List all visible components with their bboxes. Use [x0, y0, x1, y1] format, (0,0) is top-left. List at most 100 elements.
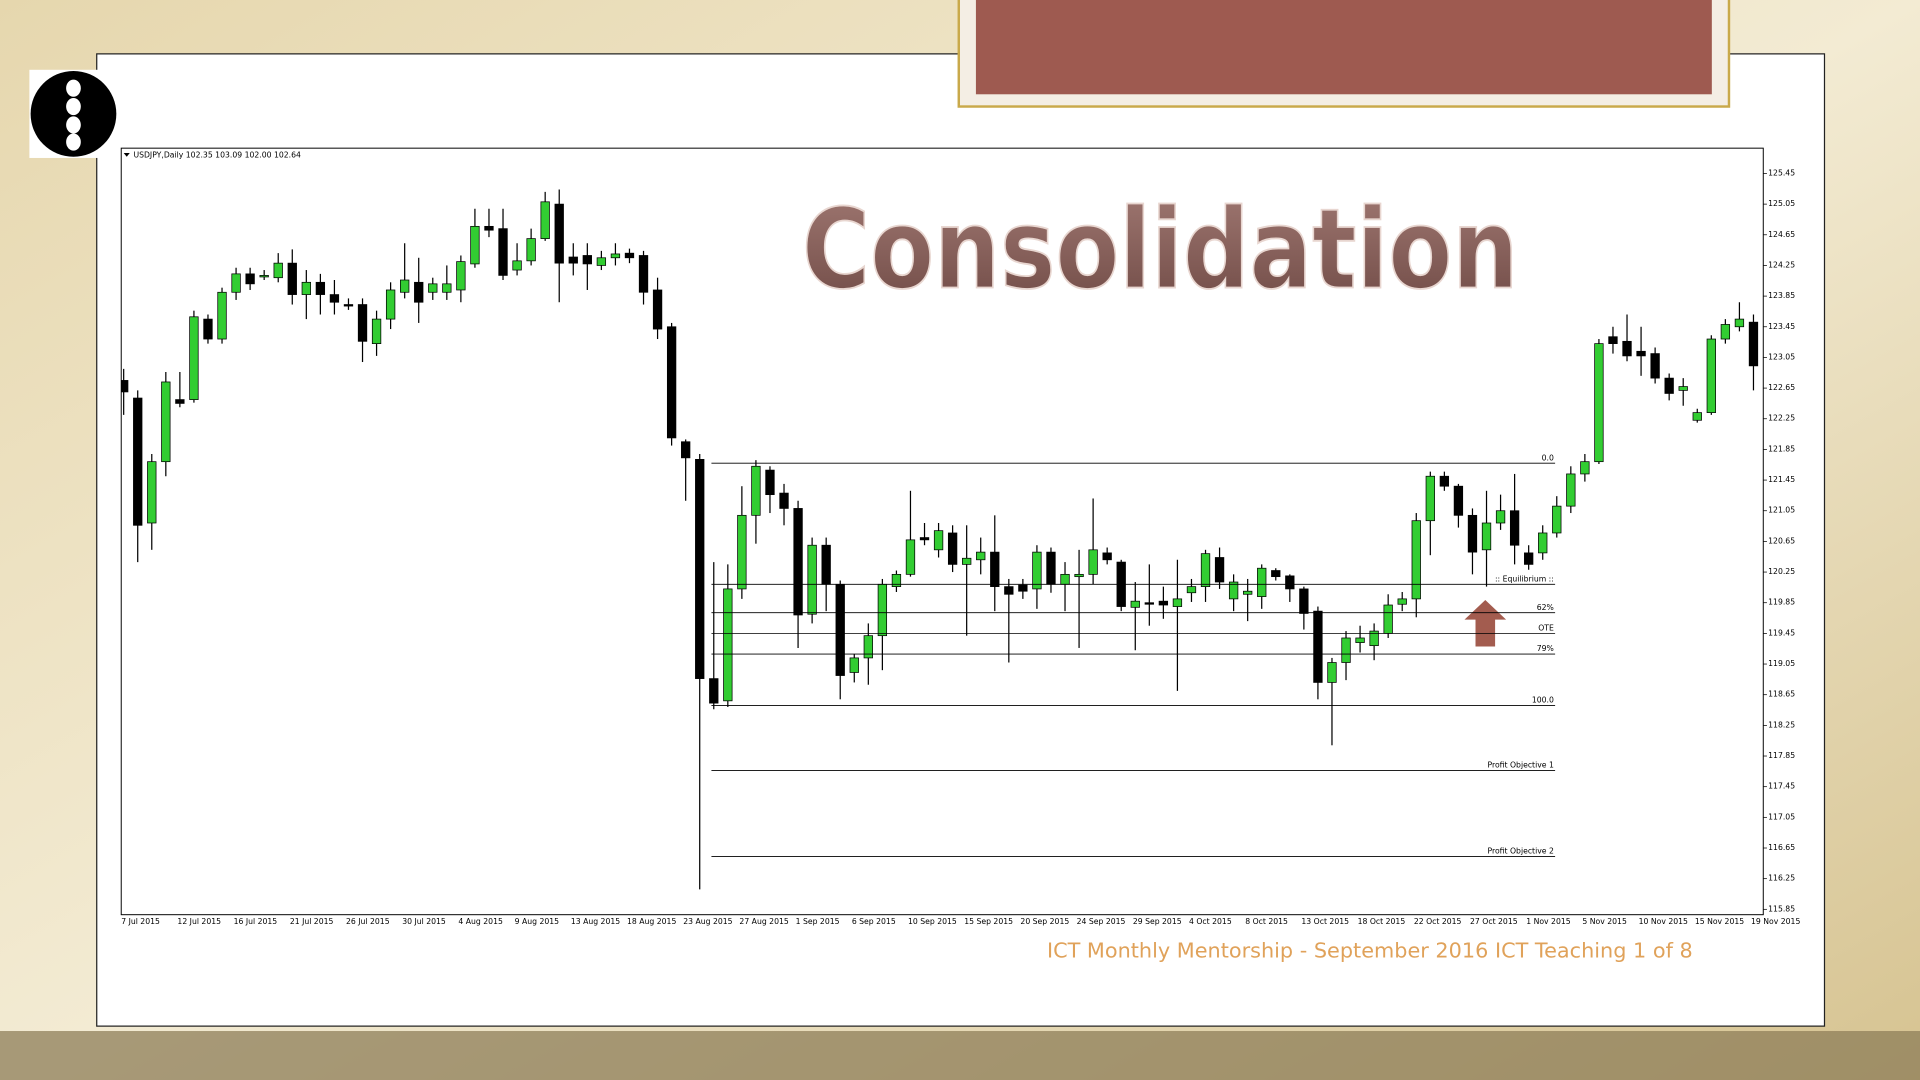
- candle-body: [1538, 532, 1548, 554]
- y-tick-label: 119.45: [1768, 628, 1795, 637]
- candle-body: [1411, 520, 1421, 600]
- x-tick-label: 9 Aug 2015: [515, 917, 560, 926]
- level-label: OTE: [1538, 623, 1554, 632]
- level-label: Profit Objective 1: [1487, 761, 1554, 770]
- level-label: Profit Objective 2: [1487, 847, 1554, 856]
- candle-body: [1060, 573, 1070, 585]
- y-tick-label: 124.65: [1768, 230, 1795, 239]
- candle-body: [793, 508, 803, 616]
- x-tick-label: 10 Sep 2015: [908, 917, 957, 926]
- candle-body: [1748, 321, 1759, 367]
- header-triangle: [123, 153, 130, 157]
- candle-body: [610, 253, 621, 259]
- y-tick-label: 123.85: [1768, 291, 1795, 300]
- candle-body: [905, 539, 916, 575]
- candle-body: [1734, 318, 1745, 328]
- candle-body: [1594, 343, 1604, 463]
- x-tick-label: 4 Oct 2015: [1189, 917, 1232, 926]
- candle-body: [1032, 551, 1042, 590]
- candle-body: [1243, 590, 1253, 595]
- candle-body: [273, 262, 283, 279]
- candle-body: [1622, 340, 1632, 357]
- candle-body: [1228, 581, 1239, 600]
- candle-body: [947, 532, 958, 565]
- x-tick-label: 8 Oct 2015: [1245, 917, 1288, 926]
- candle-body: [681, 441, 691, 459]
- candle-body: [666, 326, 677, 439]
- x-tick-label: 18 Oct 2015: [1358, 917, 1406, 926]
- x-tick-label: 27 Aug 2015: [739, 917, 788, 926]
- candle-body: [1439, 475, 1450, 487]
- y-tick-label: 117.05: [1768, 812, 1795, 821]
- candle-body: [1004, 586, 1014, 595]
- candle-body: [1608, 336, 1618, 344]
- logo-mark: [66, 97, 81, 116]
- candle-body: [203, 318, 213, 340]
- candle-body: [1257, 567, 1267, 597]
- candle-body: [1172, 598, 1183, 607]
- x-tick-label: 15 Sep 2015: [964, 917, 1013, 926]
- candle-body: [582, 255, 592, 265]
- x-tick-label: 29 Sep 2015: [1133, 917, 1182, 926]
- candle-body: [835, 583, 845, 676]
- x-tick-label: 22 Oct 2015: [1414, 917, 1462, 926]
- x-tick-label: 1 Nov 2015: [1526, 917, 1571, 926]
- candle-body: [470, 225, 480, 265]
- candle-body: [1552, 505, 1562, 534]
- y-tick-label: 121.05: [1768, 506, 1795, 515]
- candle-body: [962, 557, 972, 565]
- candle-body: [442, 283, 452, 293]
- x-tick-label: 27 Oct 2015: [1470, 917, 1518, 926]
- candle-body: [1664, 377, 1674, 394]
- logo-mark: [66, 116, 81, 134]
- candle-body: [1341, 637, 1351, 663]
- candle-body: [287, 262, 297, 295]
- candle-body: [877, 583, 888, 637]
- logo: [29, 69, 118, 158]
- x-tick-label: 5 Nov 2015: [1582, 917, 1627, 926]
- candle-body: [175, 399, 185, 404]
- candle-body: [400, 279, 410, 293]
- candle-body: [596, 257, 607, 266]
- candle-body: [315, 281, 326, 295]
- candle-body: [540, 201, 550, 239]
- candle-body: [147, 461, 157, 524]
- y-tick-label: 117.45: [1768, 782, 1795, 791]
- candle-body: [737, 514, 747, 590]
- candle-body: [863, 635, 873, 659]
- candle-body: [231, 273, 241, 293]
- x-tick-label: 24 Sep 2015: [1077, 917, 1126, 926]
- candle-body: [976, 551, 986, 561]
- x-tick-label: 13 Oct 2015: [1301, 917, 1349, 926]
- level-label: 62%: [1537, 603, 1554, 612]
- candle-body: [1018, 584, 1028, 592]
- candle-body: [891, 573, 902, 587]
- y-tick-label: 120.65: [1768, 536, 1795, 545]
- y-tick-label: 122.25: [1768, 414, 1795, 423]
- candle-body: [1074, 573, 1084, 578]
- x-tick-label: 18 Aug 2015: [627, 917, 676, 926]
- candle-body: [1524, 552, 1534, 565]
- candle-body: [1285, 575, 1295, 590]
- x-tick-label: 26 Jul 2015: [346, 917, 390, 926]
- candle-body: [1495, 510, 1506, 524]
- x-tick-label: 30 Jul 2015: [402, 917, 446, 926]
- x-tick-label: 23 Aug 2015: [683, 917, 732, 926]
- candle-body: [1144, 602, 1154, 605]
- y-tick-label: 121.45: [1768, 475, 1795, 484]
- candle-body: [1636, 350, 1646, 357]
- candle-body: [1481, 522, 1492, 551]
- candle-body: [1650, 353, 1660, 379]
- plot: [121, 189, 1759, 890]
- x-tick-label: 10 Nov 2015: [1639, 917, 1688, 926]
- arrow: [1464, 600, 1507, 647]
- candle-body: [121, 380, 129, 393]
- candle-body: [329, 294, 340, 303]
- candle-body: [484, 225, 494, 231]
- y-tick-label: 116.65: [1768, 843, 1795, 852]
- candle-body: [371, 318, 382, 344]
- y-tick-label: 121.85: [1768, 444, 1795, 453]
- y-tick-label: 122.65: [1768, 383, 1795, 392]
- candle-body: [1509, 510, 1520, 546]
